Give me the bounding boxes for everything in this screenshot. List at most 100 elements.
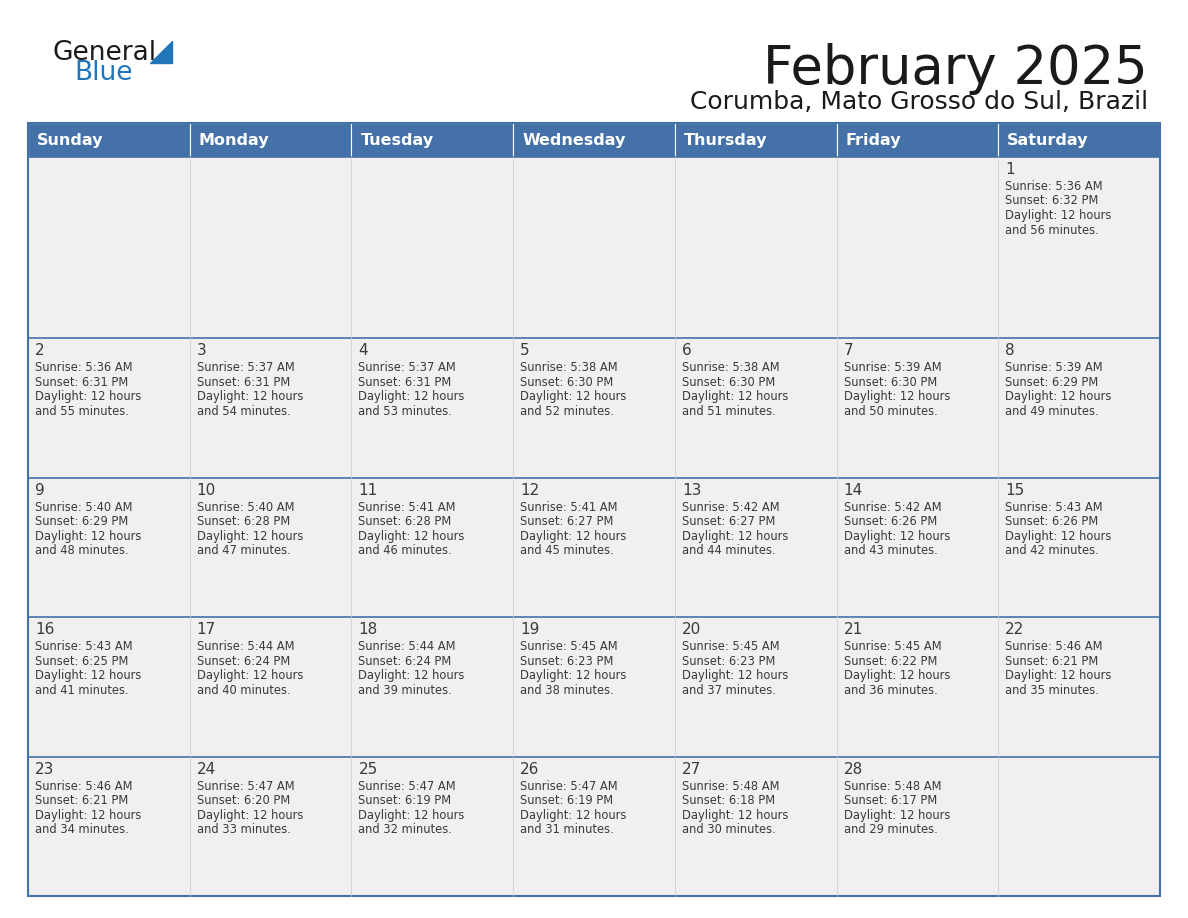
Text: Sunset: 6:24 PM: Sunset: 6:24 PM [359, 655, 451, 667]
Text: Sunday: Sunday [37, 132, 103, 148]
Text: Daylight: 12 hours: Daylight: 12 hours [1005, 390, 1112, 403]
Bar [836, 617, 998, 756]
Text: Sunrise: 5:44 AM: Sunrise: 5:44 AM [359, 640, 456, 653]
Text: and 39 minutes.: and 39 minutes. [359, 684, 453, 697]
Text: Daylight: 12 hours: Daylight: 12 hours [359, 530, 465, 543]
Text: Daylight: 12 hours: Daylight: 12 hours [682, 530, 788, 543]
Text: Sunset: 6:24 PM: Sunset: 6:24 PM [197, 655, 290, 667]
Bar [513, 157, 675, 338]
Text: 14: 14 [843, 483, 862, 498]
Text: Sunset: 6:31 PM: Sunset: 6:31 PM [34, 375, 128, 388]
Text: Daylight: 12 hours: Daylight: 12 hours [520, 669, 626, 682]
Text: and 50 minutes.: and 50 minutes. [843, 405, 937, 418]
Text: Wednesday: Wednesday [523, 132, 626, 148]
Text: Daylight: 12 hours: Daylight: 12 hours [1005, 669, 1112, 682]
Text: Daylight: 12 hours: Daylight: 12 hours [843, 669, 950, 682]
Bar [836, 157, 998, 338]
Bar [836, 338, 998, 477]
Bar [29, 123, 1159, 896]
Bar [998, 157, 1159, 338]
Text: and 48 minutes.: and 48 minutes. [34, 544, 128, 557]
Text: Daylight: 12 hours: Daylight: 12 hours [1005, 530, 1112, 543]
Text: Sunrise: 5:38 AM: Sunrise: 5:38 AM [682, 361, 779, 374]
Text: Daylight: 12 hours: Daylight: 12 hours [843, 390, 950, 403]
Text: Sunrise: 5:41 AM: Sunrise: 5:41 AM [359, 500, 456, 513]
Text: 28: 28 [843, 762, 862, 777]
Text: Sunset: 6:17 PM: Sunset: 6:17 PM [843, 794, 937, 807]
Text: Sunset: 6:19 PM: Sunset: 6:19 PM [359, 794, 451, 807]
Text: 23: 23 [34, 762, 55, 777]
Text: Sunset: 6:31 PM: Sunset: 6:31 PM [197, 375, 290, 388]
Text: Daylight: 12 hours: Daylight: 12 hours [359, 809, 465, 822]
Text: and 31 minutes.: and 31 minutes. [520, 823, 614, 836]
Bar [998, 756, 1159, 896]
Text: Sunset: 6:26 PM: Sunset: 6:26 PM [1005, 515, 1099, 528]
Text: 19: 19 [520, 622, 539, 637]
Text: Saturday: Saturday [1007, 132, 1088, 148]
Text: and 45 minutes.: and 45 minutes. [520, 544, 614, 557]
Text: Sunrise: 5:42 AM: Sunrise: 5:42 AM [843, 500, 941, 513]
Text: and 47 minutes.: and 47 minutes. [197, 544, 290, 557]
Text: and 40 minutes.: and 40 minutes. [197, 684, 290, 697]
Bar [836, 756, 998, 896]
Text: Daylight: 12 hours: Daylight: 12 hours [34, 809, 141, 822]
Text: Sunset: 6:20 PM: Sunset: 6:20 PM [197, 794, 290, 807]
Text: Sunrise: 5:44 AM: Sunrise: 5:44 AM [197, 640, 295, 653]
Text: Sunrise: 5:36 AM: Sunrise: 5:36 AM [34, 361, 133, 374]
Text: and 33 minutes.: and 33 minutes. [197, 823, 291, 836]
Text: Sunrise: 5:36 AM: Sunrise: 5:36 AM [1005, 180, 1102, 193]
Text: Daylight: 12 hours: Daylight: 12 hours [682, 809, 788, 822]
Text: 24: 24 [197, 762, 216, 777]
Bar [352, 756, 513, 896]
Text: and 35 minutes.: and 35 minutes. [1005, 684, 1099, 697]
Text: Sunset: 6:22 PM: Sunset: 6:22 PM [843, 655, 937, 667]
Text: Sunset: 6:31 PM: Sunset: 6:31 PM [359, 375, 451, 388]
Bar [998, 123, 1159, 157]
Text: Daylight: 12 hours: Daylight: 12 hours [197, 530, 303, 543]
Text: and 46 minutes.: and 46 minutes. [359, 544, 453, 557]
Bar [29, 617, 190, 756]
Text: Daylight: 12 hours: Daylight: 12 hours [359, 669, 465, 682]
Text: Sunset: 6:27 PM: Sunset: 6:27 PM [520, 515, 613, 528]
Bar [190, 477, 352, 617]
Bar [190, 338, 352, 477]
Text: 15: 15 [1005, 483, 1024, 498]
Bar [352, 157, 513, 338]
Text: Sunset: 6:18 PM: Sunset: 6:18 PM [682, 794, 775, 807]
Text: Sunrise: 5:45 AM: Sunrise: 5:45 AM [843, 640, 941, 653]
Text: and 52 minutes.: and 52 minutes. [520, 405, 614, 418]
Bar [190, 756, 352, 896]
Text: Sunset: 6:29 PM: Sunset: 6:29 PM [34, 515, 128, 528]
Text: Sunset: 6:19 PM: Sunset: 6:19 PM [520, 794, 613, 807]
Text: Sunset: 6:25 PM: Sunset: 6:25 PM [34, 655, 128, 667]
Text: Thursday: Thursday [684, 132, 767, 148]
Text: Sunrise: 5:46 AM: Sunrise: 5:46 AM [34, 779, 133, 792]
Text: 7: 7 [843, 343, 853, 358]
Text: and 36 minutes.: and 36 minutes. [843, 684, 937, 697]
Bar [675, 617, 836, 756]
Text: 8: 8 [1005, 343, 1015, 358]
Bar [513, 477, 675, 617]
Text: and 44 minutes.: and 44 minutes. [682, 544, 776, 557]
Bar [190, 123, 352, 157]
Text: Sunset: 6:21 PM: Sunset: 6:21 PM [34, 794, 128, 807]
Text: Sunset: 6:30 PM: Sunset: 6:30 PM [682, 375, 775, 388]
Text: and 29 minutes.: and 29 minutes. [843, 823, 937, 836]
Text: Sunset: 6:29 PM: Sunset: 6:29 PM [1005, 375, 1099, 388]
Text: and 55 minutes.: and 55 minutes. [34, 405, 128, 418]
Text: 17: 17 [197, 622, 216, 637]
Text: Sunrise: 5:43 AM: Sunrise: 5:43 AM [34, 640, 133, 653]
Text: Sunrise: 5:41 AM: Sunrise: 5:41 AM [520, 500, 618, 513]
Text: Sunset: 6:30 PM: Sunset: 6:30 PM [520, 375, 613, 388]
Bar [352, 617, 513, 756]
Text: and 51 minutes.: and 51 minutes. [682, 405, 776, 418]
Text: Sunrise: 5:38 AM: Sunrise: 5:38 AM [520, 361, 618, 374]
Text: 10: 10 [197, 483, 216, 498]
Text: Sunrise: 5:47 AM: Sunrise: 5:47 AM [197, 779, 295, 792]
Text: and 53 minutes.: and 53 minutes. [359, 405, 453, 418]
Text: 1: 1 [1005, 162, 1015, 177]
Bar [190, 157, 352, 338]
Text: Sunrise: 5:40 AM: Sunrise: 5:40 AM [197, 500, 295, 513]
Text: Daylight: 12 hours: Daylight: 12 hours [34, 669, 141, 682]
Bar [513, 756, 675, 896]
